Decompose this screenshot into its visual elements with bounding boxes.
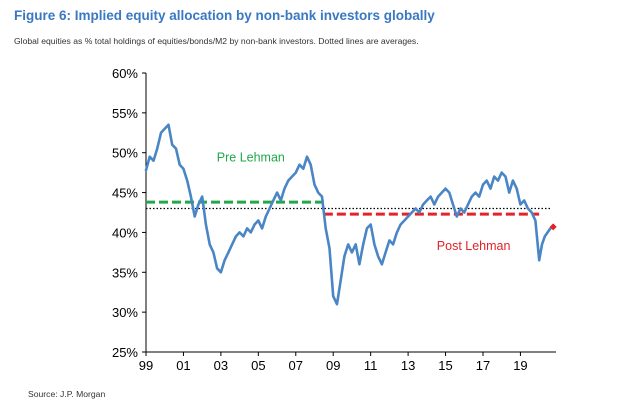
x-tick-label: 17	[476, 358, 490, 373]
x-tick-labels: 99 01 03 05 07 09 11 13 15 17 19	[139, 358, 528, 373]
figure-title: Figure 6: Implied equity allocation by n…	[14, 8, 435, 23]
x-tick-label: 07	[289, 358, 303, 373]
y-tick-label: 30%	[112, 305, 138, 320]
x-tick-label: 99	[139, 358, 153, 373]
x-tick-label: 19	[513, 358, 527, 373]
source-note: Source: J.P. Morgan	[28, 389, 106, 399]
axes	[142, 72, 556, 356]
y-tick-label: 40%	[112, 225, 138, 240]
y-tick-label: 45%	[112, 186, 138, 201]
y-tick-label: 60%	[112, 66, 138, 81]
x-tick-label: 05	[251, 358, 265, 373]
y-tick-label: 50%	[112, 146, 138, 161]
series-line	[144, 123, 552, 306]
x-tick-label: 01	[176, 358, 190, 373]
annotation-pre-lehman: Pre Lehman	[217, 150, 285, 164]
figure-subtitle: Global equities as % total holdings of e…	[14, 36, 419, 46]
x-tick-label: 03	[214, 358, 228, 373]
x-tick-label: 11	[364, 358, 378, 373]
series-lines	[144, 123, 552, 306]
latest-marker	[549, 223, 557, 231]
average-lines	[146, 200, 552, 216]
x-tick-label: 15	[438, 358, 452, 373]
x-tick-label: 09	[326, 358, 340, 373]
y-tick-labels: 25% 30% 35% 40% 45% 50% 55% 60%	[112, 66, 138, 360]
y-tick-label: 25%	[112, 345, 138, 360]
annotation-post-lehman: Post Lehman	[437, 239, 511, 253]
y-tick-label: 55%	[112, 106, 138, 121]
y-tick-label: 35%	[112, 265, 138, 280]
x-tick-label: 13	[401, 358, 415, 373]
latest-point-marker	[549, 223, 557, 231]
